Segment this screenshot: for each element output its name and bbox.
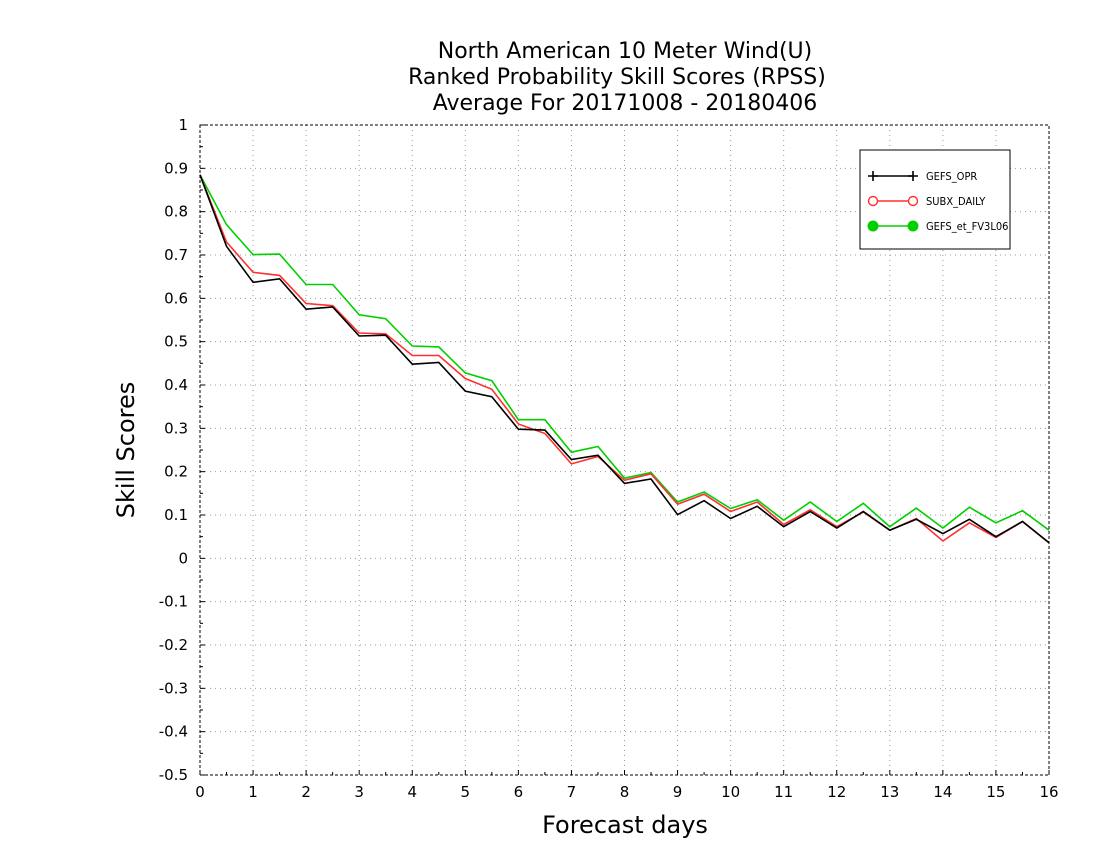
x-axis-label: Forecast days: [542, 811, 708, 839]
chart-subtitle-2: Average For 20171008 - 20180406: [433, 91, 818, 116]
y-tick-label: 0.6: [164, 289, 188, 307]
axis-ticks: 0 1 2 3 4 5 6 7 8 9 10 11 12 13 14 15 1610.90.80.70.60.5…: [159, 116, 1059, 801]
legend-marker-open-circle: [867, 195, 879, 207]
legend: GEFS_OPR SUBX_DAILY GEFS_et_FV3L06: [859, 149, 1011, 250]
legend-label: SUBX_DAILY: [926, 195, 986, 208]
chart-title: North American 10 Meter Wind(U): [438, 39, 812, 64]
series-lines: [199, 174, 1050, 544]
legend-marker-plus: [868, 171, 878, 181]
x-tick-label: 11: [774, 783, 793, 801]
x-tick-label: 12: [827, 783, 846, 801]
x-tick-label: 3: [354, 783, 364, 801]
y-tick-label: 0.9: [164, 159, 188, 177]
x-tick-label: 5: [461, 783, 471, 801]
y-axis-label: Skill Scores: [112, 382, 140, 519]
chart-subtitle-1: Ranked Probability Skill Scores (RPSS): [408, 65, 826, 90]
legend-marker-filled-circle: [907, 220, 919, 232]
y-tick-label: -0.3: [159, 679, 188, 697]
x-tick-label: 7: [567, 783, 577, 801]
y-tick-label: 0.3: [164, 419, 188, 437]
series-line-gefs_opr: [199, 174, 1050, 544]
legend-marker-plus: [908, 171, 918, 181]
x-tick-label: 1: [248, 783, 258, 801]
y-tick-label: 0.7: [164, 246, 188, 264]
y-tick-label: 0.2: [164, 463, 188, 481]
x-tick-label: 8: [620, 783, 630, 801]
x-tick-label: 14: [933, 783, 952, 801]
y-tick-label: 0.5: [164, 333, 188, 351]
y-tick-label: 1: [178, 116, 188, 134]
legend-marker-open-circle: [907, 195, 919, 207]
x-tick-label: 10: [721, 783, 740, 801]
x-tick-label: 15: [986, 783, 1005, 801]
x-tick-label: 9: [673, 783, 683, 801]
x-tick-label: 4: [407, 783, 417, 801]
y-tick-label: 0.1: [164, 506, 188, 524]
y-tick-label: -0.1: [159, 593, 188, 611]
y-tick-label: -0.2: [159, 636, 188, 654]
legend-marker-filled-circle: [867, 220, 879, 232]
x-tick-label: 13: [880, 783, 899, 801]
legend-box: [859, 149, 1011, 250]
grid: [200, 125, 1049, 775]
y-tick-label: -0.5: [159, 766, 188, 784]
x-tick-label: 0: [195, 783, 205, 801]
y-tick-label: 0.4: [164, 376, 188, 394]
series-line-gefs_et_fv3l06: [199, 174, 1050, 531]
legend-label: GEFS_et_FV3L06: [926, 220, 1008, 233]
x-tick-label: 6: [514, 783, 524, 801]
y-tick-label: -0.4: [159, 723, 188, 741]
x-tick-label: 16: [1039, 783, 1058, 801]
y-tick-label: 0.8: [164, 203, 188, 221]
y-tick-label: 0: [178, 549, 188, 567]
x-tick-label: 2: [301, 783, 311, 801]
legend-label: GEFS_OPR: [926, 170, 977, 183]
